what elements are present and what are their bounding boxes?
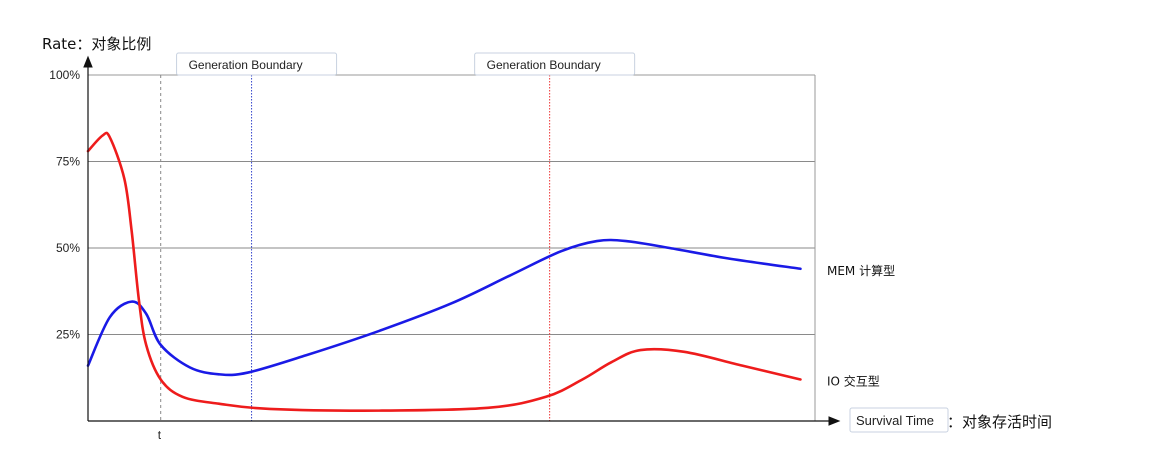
gridlines: [88, 161, 815, 335]
y-tick-100: 100%: [49, 68, 80, 82]
boundary-label-2: Generation Boundary: [487, 58, 601, 72]
y-tick-25: 25%: [56, 328, 80, 342]
y-tick-75: 75%: [56, 155, 80, 169]
x-tick-t: t: [158, 428, 162, 442]
series-label-io: IO 交互型: [827, 373, 880, 388]
series-line-io: [86, 131, 802, 412]
y-tick-labels: 100% 75% 50% 25%: [49, 68, 80, 342]
boundary-label-box-1: [176, 52, 338, 76]
boundary-label-1: Generation Boundary: [189, 58, 303, 72]
y-tick-50: 50%: [56, 241, 80, 255]
series-layer: [86, 131, 802, 412]
x-axis-title-box: [849, 407, 949, 433]
boundary-label-box-2: [474, 52, 636, 76]
series-line-mem: [86, 238, 802, 377]
generation-boundaries: Generation Boundary Generation Boundary: [176, 52, 636, 421]
axes: [83, 55, 841, 426]
x-axis-title-cn: ：对象存活时间: [947, 413, 1052, 431]
series-labels: MEM 计算型 IO 交互型: [827, 263, 895, 389]
series-label-mem: MEM 计算型: [827, 263, 895, 278]
t-marker-line: t: [158, 75, 162, 442]
x-axis-title: Survival Time ：对象存活时间: [849, 407, 1052, 433]
y-axis-title: Rate：对象比例: [42, 35, 151, 53]
x-axis-title-en: Survival Time: [856, 413, 934, 428]
